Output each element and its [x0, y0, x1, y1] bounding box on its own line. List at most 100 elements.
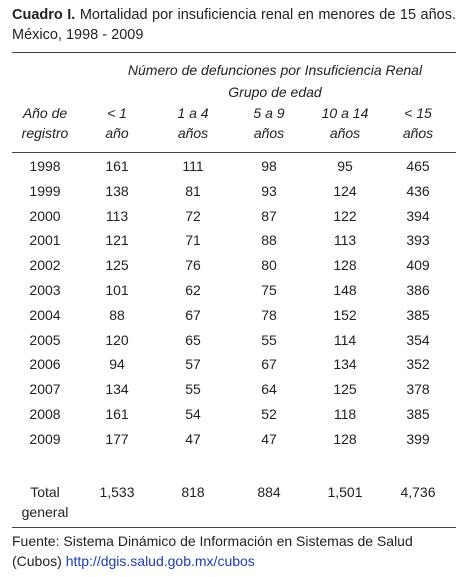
table-cell: 81 [185, 182, 201, 199]
table-cell: 2009 [29, 430, 61, 447]
table-cell: 386 [406, 282, 430, 298]
table-cell: 2008 [29, 406, 61, 422]
column-header: 10 a 14 [321, 105, 369, 121]
table-cell: 80 [261, 257, 277, 274]
table-cell: 101 [105, 282, 129, 298]
table-cell: 2007 [29, 381, 61, 398]
table-cell: 1998 [29, 158, 61, 174]
total-cell: 1,501 [327, 484, 363, 500]
rule [12, 52, 456, 53]
table-cell: 113 [333, 232, 357, 249]
table-cell: 2006 [29, 356, 61, 373]
table-cell: 111 [182, 158, 204, 174]
table-cell: 93 [261, 182, 277, 199]
source-link[interactable]: http://dgis.salud.gob.mx/cubos [65, 553, 255, 569]
table-cell: 152 [333, 306, 357, 323]
table-cell: 2003 [29, 282, 61, 298]
total-label: Total [30, 484, 60, 500]
column-header: año [105, 125, 129, 141]
total-cell: 818 [181, 484, 205, 500]
column-header: 1 a 4 [177, 105, 209, 121]
table-cell: 121 [105, 232, 129, 249]
table-cell: 65 [185, 331, 201, 348]
table-cell: 128 [333, 430, 357, 447]
table-cell: 2002 [29, 257, 61, 274]
table-cell: 2000 [29, 207, 61, 224]
table-cell: 94 [109, 356, 125, 373]
table-cell: 67 [261, 356, 277, 373]
table-cell: 67 [185, 306, 201, 323]
table-cell: 98 [261, 158, 277, 174]
table-cell: 71 [185, 232, 201, 249]
table-cell: 95 [337, 158, 353, 174]
table-cell: 122 [333, 207, 357, 224]
table-cell: 113 [105, 207, 129, 224]
table-cell: 47 [261, 430, 277, 447]
table-cell: 72 [185, 207, 201, 224]
table-cell: 47 [185, 430, 201, 447]
table-cell: 76 [185, 257, 201, 274]
table-cell: 125 [333, 381, 357, 398]
table-cell: 393 [406, 232, 430, 249]
table-cell: 394 [406, 207, 430, 224]
table-cell: 64 [261, 381, 277, 398]
table-cell: 1999 [29, 182, 61, 199]
column-header: registro [21, 125, 69, 141]
table-cell: 352 [406, 356, 430, 373]
table-cell: 118 [333, 406, 357, 422]
table-cell: 120 [105, 331, 129, 348]
table-cell: 62 [185, 282, 201, 298]
footer: Fuente: Sistema Dinámico de Información … [12, 531, 462, 571]
table-cell: 399 [406, 430, 430, 447]
table-cell: 2004 [29, 306, 61, 323]
table-cell: 354 [406, 331, 430, 348]
rule [12, 152, 456, 153]
table-cell: 409 [406, 257, 430, 274]
table-cell: 436 [406, 182, 430, 199]
table-cell: 128 [333, 257, 357, 274]
total-cell: 4,736 [400, 484, 436, 500]
table-cell: 385 [406, 306, 430, 323]
table-cell: 88 [261, 232, 277, 249]
table-cell: 75 [261, 282, 277, 298]
table-cell: 124 [333, 182, 357, 199]
total-cell: 1,533 [99, 484, 135, 500]
title: Cuadro I. Mortalidad por insuficiencia r… [12, 5, 456, 45]
total-label: general [21, 504, 69, 520]
column-header: < 15 [404, 105, 432, 121]
group-header: Número de defunciones por Insuficiencia … [127, 62, 423, 78]
table-cell: 57 [185, 356, 201, 373]
column-header: Año de [22, 105, 68, 121]
table-cell: 114 [333, 331, 357, 348]
table-cell: 88 [109, 306, 125, 323]
table-cell: 2005 [29, 331, 61, 348]
group-subheader: Grupo de edad [228, 84, 322, 100]
table-cell: 134 [105, 381, 129, 398]
table-cell: 2001 [29, 232, 61, 249]
column-header: años [253, 125, 285, 141]
table-cell: 55 [261, 331, 277, 348]
total-cell: 884 [257, 484, 281, 500]
column-header: años [329, 125, 361, 141]
table-cell: 138 [105, 182, 129, 199]
table-cell: 161 [105, 406, 129, 422]
rule [12, 527, 456, 528]
table-cell: 78 [261, 306, 277, 323]
table-cell: 52 [261, 406, 277, 422]
column-header: 5 a 9 [253, 105, 285, 121]
column-header: < 1 [107, 105, 127, 121]
title-text: Mortalidad por insuficiencia renal en me… [12, 7, 456, 43]
column-header: años [402, 125, 434, 141]
table-cell: 378 [406, 381, 430, 398]
table-cell: 161 [105, 158, 129, 174]
table-cell: 87 [261, 207, 277, 224]
table-cell: 465 [406, 158, 430, 174]
column-header: años [177, 125, 209, 141]
source: Fuente: Sistema Dinámico de Información … [12, 533, 413, 569]
table-cell: 54 [185, 406, 201, 422]
table-cell: 385 [406, 406, 430, 422]
table-cell: 148 [333, 282, 357, 298]
table-cell: 55 [185, 381, 201, 398]
table-cell: 134 [333, 356, 357, 373]
